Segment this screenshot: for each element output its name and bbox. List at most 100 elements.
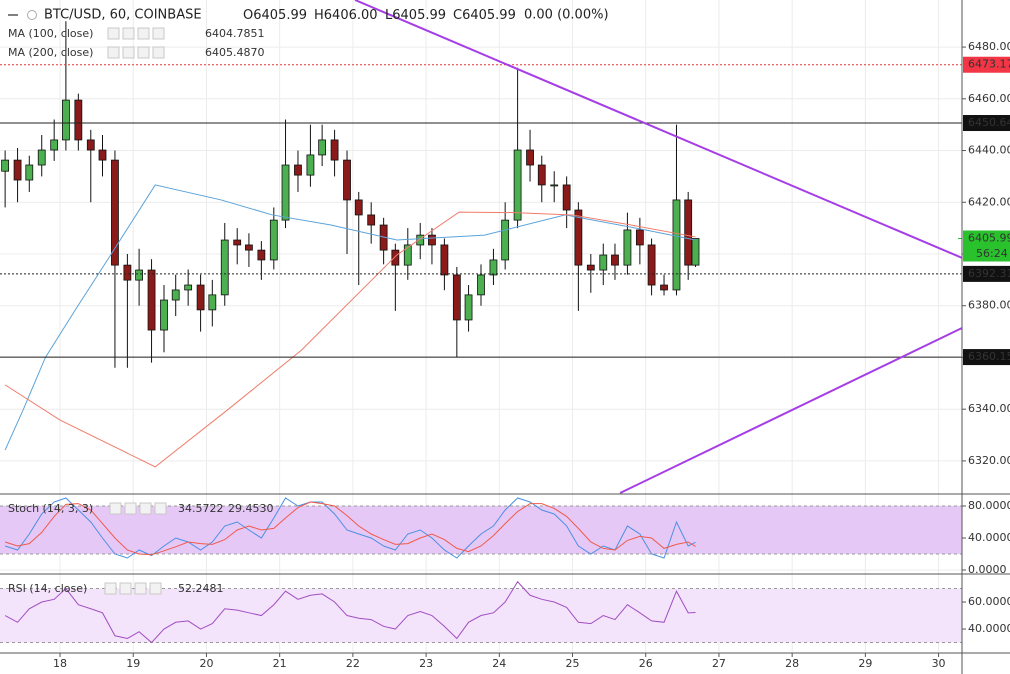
candle-body [489, 259, 498, 276]
candle-body [281, 164, 290, 221]
settings-icon[interactable] [119, 582, 132, 595]
ohlc-letter: L [385, 8, 393, 23]
level-label: 6450.64 [968, 116, 1010, 129]
ohlc-value: 6405.99 [462, 8, 516, 23]
candle-body [135, 269, 144, 281]
ma-legend-value: 6405.4870 [205, 46, 265, 59]
x-tick-label: 25 [566, 657, 580, 670]
candle-body [354, 199, 363, 216]
level-label-bg [963, 349, 1010, 366]
x-tick-label: 22 [346, 657, 360, 670]
stoch-legend-name: Stoch (14, 3, 3) [8, 502, 93, 515]
eye-icon[interactable] [107, 46, 120, 59]
y-tick-label: 0.0000 [968, 563, 1007, 576]
last-price-bg [963, 230, 1010, 247]
indicator-line [4, 497, 696, 559]
candle-body [477, 274, 485, 296]
y-tick-label: 6460.00 [968, 92, 1010, 105]
candle-body [343, 159, 351, 201]
ma-legend-name: MA (100, close) [8, 27, 93, 40]
y-tick-label: 6440.00 [968, 144, 1010, 157]
plot-area [0, 0, 963, 644]
candle-body [391, 249, 400, 266]
countdown: 56:24 [976, 247, 1008, 260]
symbol-icon[interactable] [27, 10, 37, 20]
y-tick-label: 40.0000 [968, 531, 1010, 544]
candle-body [684, 199, 693, 266]
x-tick-label: 30 [932, 657, 946, 670]
more-icon[interactable] [152, 46, 165, 59]
stoch-d-value: 29.4530 [228, 502, 274, 515]
candle-body [147, 269, 156, 331]
candle-body [464, 294, 473, 321]
candle-body [513, 149, 522, 221]
candle-body [330, 139, 339, 161]
more-icon[interactable] [154, 502, 167, 515]
candle-body [574, 209, 583, 266]
candle-body [367, 214, 376, 226]
level-label: 6473.17 [968, 58, 1010, 71]
indicator-line [4, 501, 696, 556]
remove-icon[interactable] [137, 27, 150, 40]
candle-body [416, 234, 425, 246]
settings-icon[interactable] [122, 27, 135, 40]
candle-body [184, 284, 193, 291]
x-tick-label: 18 [53, 657, 67, 670]
remove-icon[interactable] [139, 502, 152, 515]
candle-body [13, 159, 22, 181]
candle-body [537, 164, 546, 186]
candle-body [440, 244, 449, 276]
x-tick-label: 24 [492, 657, 506, 670]
ohlc-value: 6405.99 [392, 8, 446, 23]
candle-body [660, 284, 668, 291]
eye-icon[interactable] [107, 27, 120, 40]
candle-body [50, 139, 59, 151]
more-icon[interactable] [149, 582, 162, 595]
x-tick-label: 20 [199, 657, 213, 670]
y-tick-label: 60.0000 [968, 595, 1010, 608]
candle-body [562, 184, 571, 211]
y-tick-label: 6320.00 [968, 454, 1010, 467]
candle-body [403, 244, 412, 266]
candle-body [196, 284, 205, 311]
candle-body [501, 219, 510, 261]
candle-body [171, 289, 180, 301]
candle-body [428, 234, 436, 246]
candle-body [1, 159, 10, 172]
remove-icon[interactable] [134, 582, 147, 595]
eye-icon[interactable] [104, 582, 117, 595]
candle-body [623, 229, 632, 266]
ohlc-letter: C [453, 8, 462, 23]
candle-body [269, 219, 278, 261]
candle-body [220, 239, 229, 296]
indicator-line [4, 580, 696, 644]
candle-body [586, 264, 595, 271]
candle-body [233, 239, 242, 246]
change: 0.00 (0.00%) [524, 8, 609, 23]
remove-icon[interactable] [137, 46, 150, 59]
ohlc-letter: O [243, 8, 253, 23]
candle-body [306, 154, 315, 176]
ohlc-low: L6405.99 [385, 8, 446, 23]
ma-legend-name: MA (200, close) [8, 46, 93, 59]
candle-body [257, 249, 266, 261]
candle-body [160, 299, 168, 331]
ohlc-close: C6405.99 [453, 8, 516, 23]
more-icon[interactable] [152, 27, 165, 40]
symbol-title: BTC/USD, 60, COINBASE [44, 8, 202, 23]
candle-body [74, 99, 83, 141]
settings-icon[interactable] [124, 502, 137, 515]
candle-body [318, 139, 327, 156]
candle-body [599, 254, 608, 271]
x-tick-label: 26 [639, 657, 653, 670]
candle-body [111, 159, 119, 266]
candle-body [61, 99, 70, 141]
level-label: 6392.31 [968, 267, 1010, 280]
x-tick-label: 23 [419, 657, 433, 670]
moving-average [4, 184, 696, 451]
ohlc-letter: H [314, 8, 324, 23]
settings-icon[interactable] [122, 46, 135, 59]
eye-icon[interactable] [109, 502, 122, 515]
